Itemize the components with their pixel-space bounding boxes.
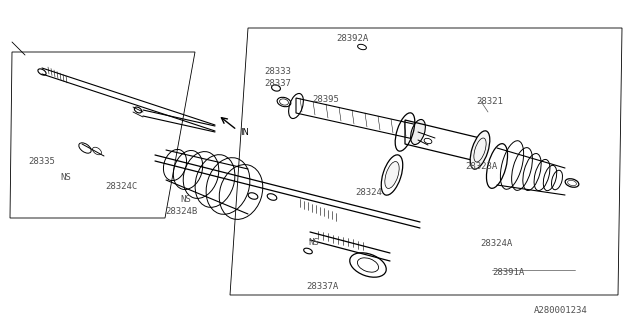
Text: NS: NS xyxy=(60,173,71,182)
Text: NS: NS xyxy=(180,195,191,204)
Text: 28337A: 28337A xyxy=(306,282,339,291)
Ellipse shape xyxy=(470,131,490,169)
Text: 28335: 28335 xyxy=(28,157,55,166)
Text: IN: IN xyxy=(240,128,249,137)
Ellipse shape xyxy=(385,162,399,188)
Text: NS: NS xyxy=(308,238,319,247)
Text: 28323A: 28323A xyxy=(465,162,497,171)
Ellipse shape xyxy=(411,119,426,145)
Text: 28321: 28321 xyxy=(476,97,503,106)
Text: 28333: 28333 xyxy=(264,67,291,76)
Text: 28337: 28337 xyxy=(264,79,291,88)
Text: 28395: 28395 xyxy=(312,95,339,104)
Text: 28391A: 28391A xyxy=(492,268,524,277)
Text: 28324C: 28324C xyxy=(105,182,137,191)
Text: 28324: 28324 xyxy=(355,188,382,197)
Text: 28324A: 28324A xyxy=(480,239,512,248)
Text: 28392A: 28392A xyxy=(336,34,368,43)
Text: 28324B: 28324B xyxy=(165,207,197,216)
Text: A280001234: A280001234 xyxy=(534,306,588,315)
